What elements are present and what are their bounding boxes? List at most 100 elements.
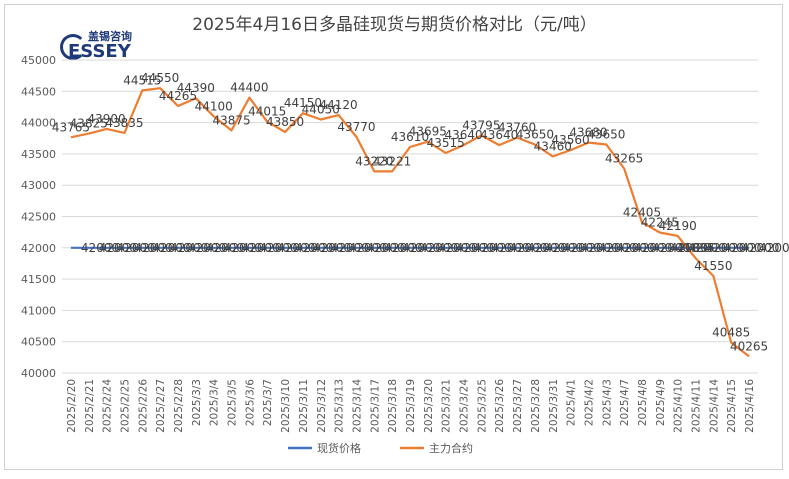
data-label: 44265 bbox=[159, 89, 197, 103]
data-label: 43795 bbox=[462, 118, 500, 132]
data-label: 43640 bbox=[480, 128, 518, 142]
x-tick-label: 2025/2/24 bbox=[102, 379, 114, 433]
logo-chinese-text: 盖锡咨询 bbox=[88, 30, 132, 43]
x-tick-label: 2025/4/14 bbox=[708, 379, 720, 433]
x-tick-label: 2025/2/27 bbox=[155, 379, 167, 433]
data-label: 42000 bbox=[652, 241, 690, 255]
data-label: 42000 bbox=[563, 241, 601, 255]
x-tick-label: 2025/3/17 bbox=[369, 379, 381, 433]
x-tick-label: 2025/3/18 bbox=[387, 379, 399, 433]
x-tick-label: 2025/3/19 bbox=[405, 379, 417, 433]
data-label: 42000 bbox=[331, 241, 369, 255]
x-tick-label: 2025/2/26 bbox=[137, 379, 149, 433]
data-label: 40485 bbox=[712, 326, 750, 340]
x-tick-label: 2025/3/21 bbox=[441, 379, 453, 433]
x-tick-label: 2025/3/4 bbox=[209, 379, 221, 426]
data-label: 42000 bbox=[366, 241, 404, 255]
x-tick-label: 2025/3/11 bbox=[298, 379, 310, 433]
y-tick-label: 41500 bbox=[21, 273, 56, 286]
data-label: 43850 bbox=[266, 115, 304, 129]
chart-title: 2025年4月16日多晶硅现货与期货价格对比（元/吨） bbox=[192, 15, 597, 35]
data-label: 43560 bbox=[552, 133, 590, 147]
x-tick-label: 2025/2/21 bbox=[84, 379, 96, 433]
logo-g-icon bbox=[60, 34, 86, 60]
x-tick-label: 2025/3/20 bbox=[423, 379, 435, 433]
data-label: 42000 bbox=[456, 241, 494, 255]
x-tick-label: 2025/3/3 bbox=[191, 379, 203, 426]
data-label: 42000 bbox=[152, 241, 190, 255]
data-label: 44050 bbox=[302, 102, 340, 116]
data-label: 42000 bbox=[313, 241, 351, 255]
grid-lines bbox=[62, 59, 758, 374]
data-label: 42000 bbox=[99, 241, 137, 255]
y-tick-label: 41000 bbox=[21, 304, 56, 317]
data-label: 42000 bbox=[438, 241, 476, 255]
y-axis: 40000 40500 41000 41500 42000 42500 43000 43500… bbox=[21, 54, 56, 380]
x-tick-label: 2025/4/1 bbox=[566, 379, 578, 426]
data-label: 44100 bbox=[195, 99, 233, 113]
data-label: 42000 bbox=[741, 241, 779, 255]
legend: 现货价格 主力合约 bbox=[288, 441, 473, 455]
data-label: 42000 bbox=[117, 241, 155, 255]
data-label: 40265 bbox=[730, 339, 768, 353]
data-label: 43680 bbox=[569, 126, 607, 140]
data-labels: 4200042000420004200042000420004200042000… bbox=[52, 71, 789, 353]
x-tick-label: 2025/2/20 bbox=[66, 379, 78, 433]
data-label: 43695 bbox=[409, 125, 447, 139]
data-label: 43835 bbox=[105, 116, 143, 130]
data-label: 42000 bbox=[242, 241, 280, 255]
y-tick-label: 42000 bbox=[21, 242, 56, 255]
y-tick-label: 42500 bbox=[21, 211, 56, 224]
x-tick-label: 2025/4/10 bbox=[673, 379, 685, 433]
data-label: 43650 bbox=[587, 128, 625, 142]
x-tick-label: 2025/3/6 bbox=[244, 379, 256, 426]
data-label: 42000 bbox=[170, 241, 208, 255]
x-tick-label: 2025/4/2 bbox=[583, 379, 595, 426]
series-lines bbox=[70, 87, 750, 358]
x-tick-label: 2025/2/25 bbox=[119, 379, 131, 433]
data-label: 41835 bbox=[676, 241, 714, 255]
data-label: 43765 bbox=[52, 120, 90, 134]
data-label: 43221 bbox=[373, 154, 411, 168]
x-tick-label: 2025/4/8 bbox=[637, 379, 649, 426]
data-label: 42000 bbox=[545, 241, 583, 255]
x-tick-label: 2025/3/7 bbox=[262, 379, 274, 426]
data-label: 43460 bbox=[534, 139, 572, 153]
data-label: 42000 bbox=[474, 241, 512, 255]
x-tick-label: 2025/3/10 bbox=[280, 379, 292, 433]
data-label: 42000 bbox=[616, 241, 654, 255]
data-label: 42000 bbox=[491, 241, 529, 255]
data-label: 42000 bbox=[759, 241, 789, 255]
data-label: 42000 bbox=[581, 241, 619, 255]
data-label: 42000 bbox=[634, 241, 672, 255]
logo-english-text: ESSEY bbox=[68, 41, 131, 62]
data-label: 43900 bbox=[88, 112, 126, 126]
x-tick-label: 2025/2/28 bbox=[173, 379, 185, 433]
data-label: 44515 bbox=[123, 73, 161, 87]
data-label: 44120 bbox=[320, 98, 358, 112]
x-tick-label: 2025/3/24 bbox=[459, 379, 471, 433]
x-tick-label: 2025/3/5 bbox=[227, 379, 239, 426]
x-tick-label: 2025/4/16 bbox=[744, 379, 756, 433]
data-label: 43640 bbox=[444, 128, 482, 142]
data-label: 43265 bbox=[605, 152, 643, 166]
x-tick-label: 2025/4/9 bbox=[655, 379, 667, 426]
x-tick-label: 2025/3/12 bbox=[316, 379, 328, 433]
chart-frame bbox=[4, 4, 783, 470]
x-tick-label: 2025/4/11 bbox=[691, 379, 703, 433]
y-tick-label: 43000 bbox=[21, 179, 56, 192]
x-tick-label: 2025/3/14 bbox=[351, 379, 363, 433]
data-label: 42000 bbox=[134, 241, 172, 255]
legend-label: 主力合约 bbox=[429, 441, 473, 455]
x-tick-label: 2025/4/15 bbox=[726, 379, 738, 433]
data-label: 42245 bbox=[641, 215, 679, 229]
data-label: 43770 bbox=[337, 120, 375, 134]
series-line-futures bbox=[70, 87, 750, 358]
y-tick-label: 40500 bbox=[21, 336, 56, 349]
data-label: 43760 bbox=[498, 121, 536, 135]
data-label: 44550 bbox=[141, 71, 179, 85]
data-label: 42000 bbox=[598, 241, 636, 255]
data-label: 42000 bbox=[706, 241, 744, 255]
legend-label: 现货价格 bbox=[317, 441, 361, 455]
